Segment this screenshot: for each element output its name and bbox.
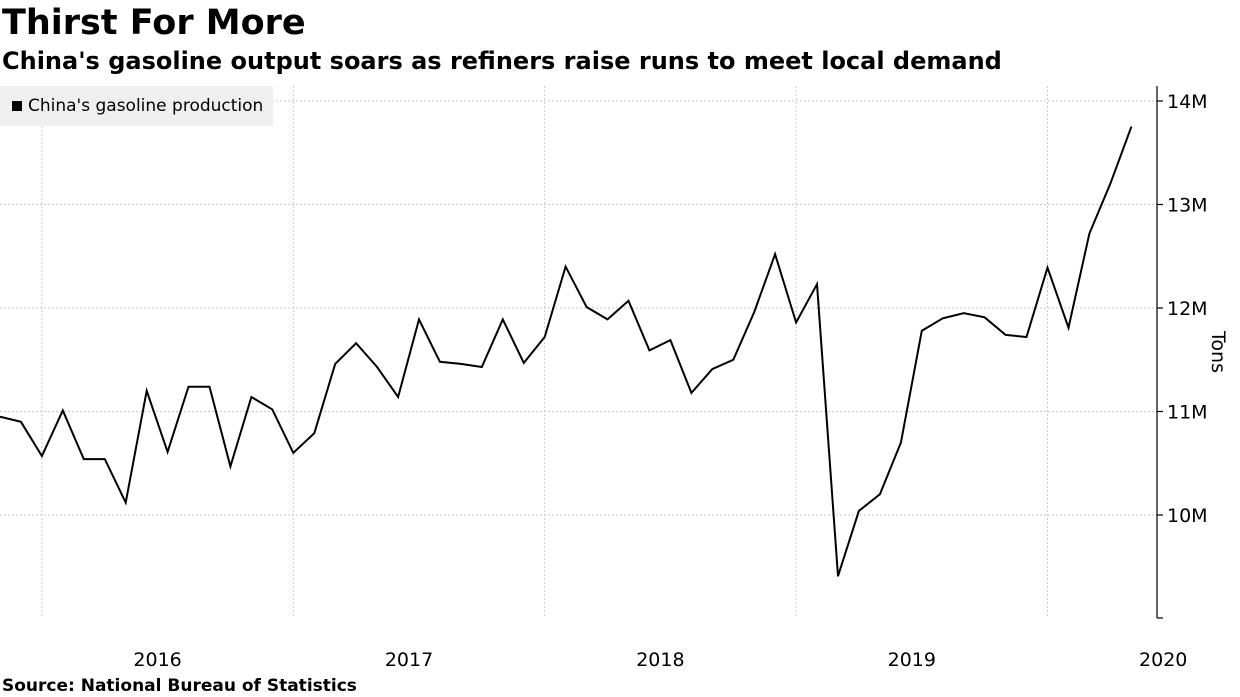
data-point xyxy=(795,321,797,324)
horizontal-gridlines xyxy=(0,100,1157,516)
data-point xyxy=(334,363,336,365)
chart-subtitle: China's gasoline output soars as refiner… xyxy=(2,47,1002,75)
data-point xyxy=(942,317,944,319)
x-tick-label: 2018 xyxy=(636,649,684,671)
data-point xyxy=(104,458,106,460)
data-point xyxy=(586,306,588,308)
data-point xyxy=(732,359,734,361)
data-point xyxy=(523,362,525,364)
x-tick-label: 2020 xyxy=(1139,649,1187,671)
data-point xyxy=(1130,126,1132,128)
vertical-gridlines xyxy=(41,86,1048,618)
data-point xyxy=(565,266,567,268)
data-point xyxy=(0,416,1,418)
data-point xyxy=(271,408,273,411)
data-point xyxy=(355,342,357,344)
data-point xyxy=(460,363,462,365)
y-tick-label: 12M xyxy=(1167,298,1208,320)
data-point xyxy=(816,283,818,285)
data-point xyxy=(481,366,483,368)
data-point xyxy=(62,409,64,412)
data-point xyxy=(858,510,860,512)
data-point xyxy=(41,455,43,457)
data-point xyxy=(167,451,169,453)
x-tick-label: 2019 xyxy=(888,649,936,671)
source-note: Source: National Bureau of Statistics xyxy=(2,676,357,696)
series-layer xyxy=(0,126,1133,577)
data-point xyxy=(1109,183,1111,185)
data-point xyxy=(544,336,546,338)
data-point xyxy=(418,318,420,320)
series-line xyxy=(0,126,1133,577)
data-point xyxy=(606,318,609,320)
data-point xyxy=(963,312,965,314)
data-point xyxy=(690,392,692,394)
data-point xyxy=(502,318,504,320)
y-tick-label: 13M xyxy=(1167,195,1208,217)
chart-title: Thirst For More xyxy=(2,3,306,43)
data-point xyxy=(208,386,211,388)
data-point xyxy=(376,366,378,368)
data-point xyxy=(292,452,294,454)
data-point xyxy=(669,339,672,341)
data-point xyxy=(753,311,755,313)
data-point xyxy=(1025,336,1028,338)
data-point xyxy=(900,441,902,444)
y-tick-label: 11M xyxy=(1167,402,1208,424)
data-point xyxy=(146,390,148,392)
data-point xyxy=(1088,232,1090,235)
y-tick-label: 14M xyxy=(1167,91,1208,113)
y-axis: 10M 11M 12M 13M 14M xyxy=(1156,86,1208,619)
data-point xyxy=(439,361,441,363)
data-point xyxy=(83,458,85,460)
data-point xyxy=(837,575,839,577)
data-point xyxy=(187,386,190,388)
data-point xyxy=(125,501,127,504)
y-tick-label: 10M xyxy=(1167,505,1208,527)
data-point xyxy=(1046,267,1049,269)
data-point xyxy=(879,493,881,495)
data-point xyxy=(1067,327,1070,329)
data-point xyxy=(774,253,776,255)
data-point xyxy=(627,300,630,302)
data-point xyxy=(1005,334,1007,336)
legend: China's gasoline production xyxy=(0,86,273,126)
legend-label: China's gasoline production xyxy=(28,96,264,116)
data-point xyxy=(229,465,232,467)
data-point xyxy=(313,432,315,434)
data-point xyxy=(250,396,252,398)
data-point xyxy=(984,316,986,318)
data-point xyxy=(921,330,923,332)
y-axis-label: Tons xyxy=(1207,330,1229,373)
data-point xyxy=(711,368,713,370)
data-point xyxy=(648,349,651,352)
data-point xyxy=(20,421,22,423)
legend-swatch xyxy=(12,101,22,111)
x-tick-label: 2016 xyxy=(133,649,181,671)
x-tick-label: 2017 xyxy=(385,649,433,671)
data-point xyxy=(397,396,399,398)
x-axis-labels: 201620172018201920202021 xyxy=(133,649,1187,671)
